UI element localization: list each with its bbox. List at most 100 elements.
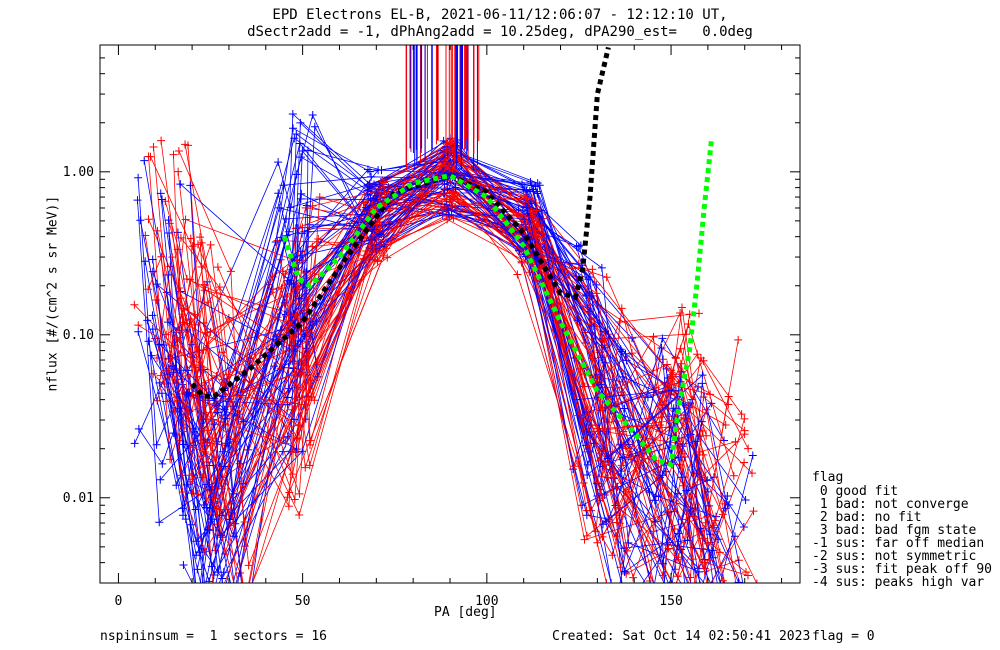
data-point: [197, 238, 206, 247]
data-point: [165, 219, 174, 228]
data-point: [239, 417, 248, 426]
data-point: [698, 379, 707, 388]
data-point: [296, 194, 305, 203]
data-point: [380, 187, 389, 196]
data-point: [168, 253, 177, 262]
data-point: [188, 242, 197, 251]
data-point: [519, 192, 528, 201]
data-point: [582, 531, 591, 540]
data-point: [222, 608, 230, 616]
x-tick-label: 50: [295, 594, 311, 609]
data-point: [367, 235, 376, 244]
plot-title-line-2: dSectr2add = -1, dPhAng2add = 10.25deg, …: [247, 24, 753, 40]
data-point: [649, 590, 657, 598]
pitch-angle-trace: [225, 167, 757, 583]
data-point: [210, 420, 219, 429]
pitch-angle-trace: [168, 146, 698, 564]
data-point: [172, 335, 181, 344]
data-point: [141, 257, 150, 266]
trace-line: [179, 186, 696, 583]
data-point: [592, 280, 601, 289]
data-point: [682, 486, 691, 495]
data-point: [729, 615, 737, 623]
data-point: [294, 314, 303, 323]
data-point: [212, 504, 221, 513]
data-point: [188, 475, 197, 484]
data-point: [612, 532, 621, 541]
trace-line: [161, 160, 730, 583]
data-point: [702, 431, 711, 440]
data-point: [672, 585, 680, 593]
data-point: [600, 336, 609, 345]
data-point: [182, 275, 191, 284]
data-point: [677, 303, 686, 312]
y-tick-label: 0.01: [63, 491, 94, 506]
data-point: [594, 424, 603, 433]
data-point: [296, 247, 305, 256]
y-axis-label: nflux [#/(cm^2 s sr MeV)]: [45, 195, 61, 392]
data-point: [532, 206, 541, 215]
data-point: [734, 335, 743, 344]
data-point: [201, 584, 209, 592]
data-point: [690, 589, 698, 597]
data-point: [522, 203, 531, 212]
y-axis: 0.01 0.10 1.00: [63, 44, 800, 584]
x-tick-label: 0: [115, 594, 123, 609]
data-point: [155, 518, 164, 527]
data-point: [629, 573, 638, 582]
data-point: [734, 578, 743, 583]
data-point: [296, 118, 305, 127]
data-point: [613, 599, 621, 607]
data-point: [671, 565, 680, 574]
data-point: [373, 195, 382, 204]
data-point: [749, 609, 757, 617]
data-point: [708, 523, 717, 532]
data-point: [207, 515, 216, 524]
data-point: [292, 435, 301, 444]
data-point: [724, 392, 733, 401]
data-point: [164, 366, 173, 375]
data-point: [281, 439, 290, 448]
data-point: [217, 348, 226, 357]
pitch-angle-trace: [176, 202, 718, 583]
trace-line: [137, 183, 710, 583]
data-point: [168, 362, 177, 371]
data-point: [623, 601, 631, 609]
data-point: [207, 562, 216, 571]
data-point: [213, 408, 222, 417]
data-point: [152, 295, 161, 304]
data-point: [683, 536, 692, 545]
data-point: [239, 613, 247, 621]
data-point: [616, 563, 625, 572]
data-point: [644, 607, 652, 615]
data-point: [444, 205, 453, 214]
data-point: [452, 195, 461, 204]
data-point: [202, 415, 211, 424]
data-point: [229, 589, 237, 597]
data-point: [240, 518, 249, 527]
data-point: [744, 444, 753, 453]
data-point: [216, 505, 225, 514]
data-point: [588, 265, 597, 274]
pitch-angle-trace: [130, 155, 696, 583]
data-point: [193, 565, 202, 574]
data-point: [513, 270, 522, 279]
data-point: [673, 529, 682, 538]
data-point: [143, 316, 152, 325]
data-point: [582, 511, 591, 520]
data-point: [270, 362, 279, 371]
data-point: [583, 470, 592, 479]
footer-flag: flag = 0: [812, 629, 875, 644]
data-point: [196, 233, 205, 242]
data-point: [174, 167, 183, 176]
data-point: [242, 599, 250, 607]
data-point: [172, 481, 181, 490]
data-point: [179, 560, 188, 569]
data-point: [156, 371, 165, 380]
data-point: [447, 202, 456, 211]
data-point: [134, 327, 143, 336]
data-point: [363, 165, 372, 174]
data-point: [697, 417, 706, 426]
data-point: [136, 216, 145, 225]
